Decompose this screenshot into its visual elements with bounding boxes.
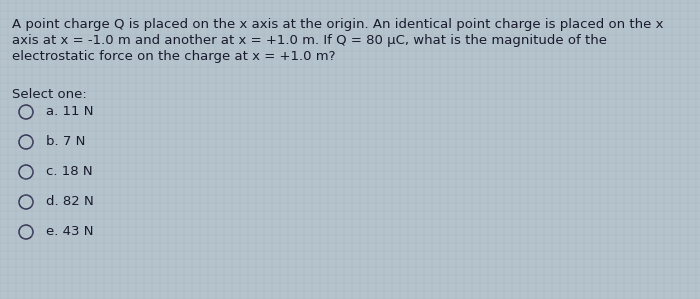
Text: A point charge Q is placed on the x axis at the origin. An identical point charg: A point charge Q is placed on the x axis…: [12, 18, 664, 31]
Text: e. 43 N: e. 43 N: [46, 225, 94, 238]
Text: axis at x = -1.0 m and another at x = +1.0 m. If Q = 80 μC, what is the magnitud: axis at x = -1.0 m and another at x = +1…: [12, 34, 607, 47]
Text: a. 11 N: a. 11 N: [46, 105, 94, 118]
Text: electrostatic force on the charge at x = +1.0 m?: electrostatic force on the charge at x =…: [12, 50, 335, 63]
Text: c. 18 N: c. 18 N: [46, 165, 92, 178]
Text: Select one:: Select one:: [12, 88, 87, 101]
Text: b. 7 N: b. 7 N: [46, 135, 85, 148]
Text: d. 82 N: d. 82 N: [46, 195, 94, 208]
